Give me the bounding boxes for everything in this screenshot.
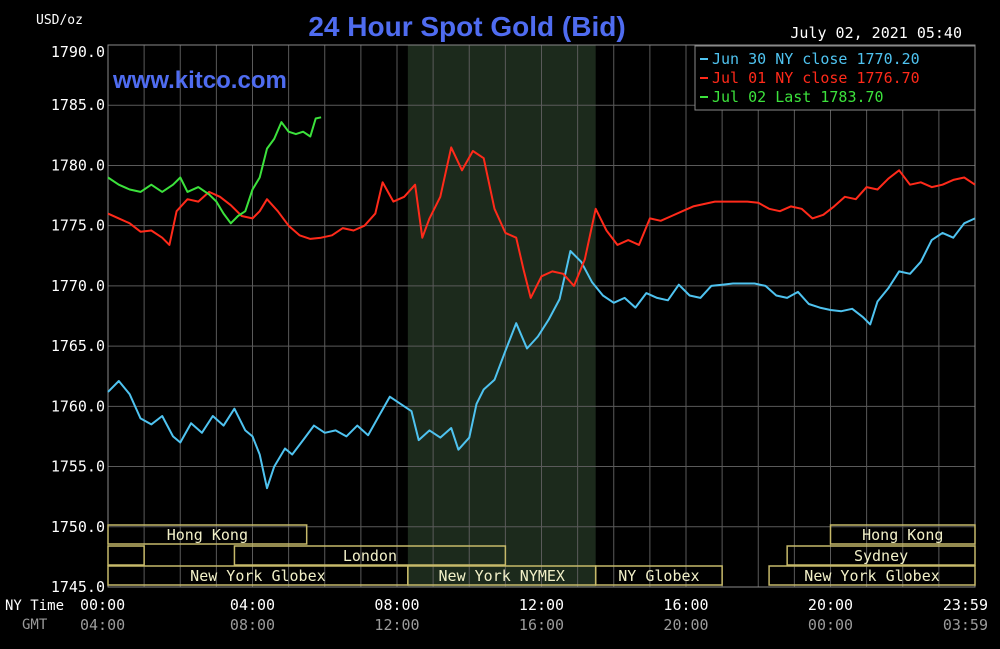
session-label: New York Globex <box>804 567 939 585</box>
x-tick-label-ny: 23:59 <box>943 596 988 614</box>
x-tick-label-gmt: 12:00 <box>374 616 419 634</box>
y-tick-label: 1785.0 <box>51 96 105 114</box>
market-sessions: Hong Kong Hong Kong London Sydney New York G… <box>107 524 976 586</box>
ny-time-row-label: NY Time <box>5 598 64 614</box>
x-tick-label-ny: 12:00 <box>519 596 564 614</box>
y-tick-label: 1770.0 <box>51 277 105 295</box>
x-tick-label-gmt: 04:00 <box>80 616 125 634</box>
session-label: Hong Kong <box>862 526 943 544</box>
y-tick-label: 1745.0 <box>51 578 105 596</box>
series-line <box>107 146 976 299</box>
legend-entry: Jul 02 Last 1783.70 <box>712 88 884 106</box>
session-box <box>594 565 723 586</box>
ny-session-shade <box>407 45 596 587</box>
x-tick-label-ny: 08:00 <box>374 596 419 614</box>
legend-entry: Jun 30 NY close 1770.20 <box>712 50 920 68</box>
session-box <box>107 545 145 566</box>
x-tick-label-ny: 20:00 <box>808 596 853 614</box>
kitco-watermark: www.kitco.com <box>112 67 287 94</box>
session-label: Hong Kong <box>167 526 248 544</box>
y-tick-label: 1760.0 <box>51 397 105 415</box>
session-bar: New York Globex <box>768 565 976 586</box>
y-tick-label: 1765.0 <box>51 337 105 355</box>
session-bar: Hong Kong <box>829 524 976 545</box>
x-tick-label-gmt: 00:00 <box>808 616 853 634</box>
chart-timestamp: July 02, 2021 05:40 <box>790 24 962 42</box>
plot-frame <box>107 44 976 588</box>
chart-title: 24 Hour Spot Gold (Bid) <box>308 11 625 42</box>
session-bar: Sydney <box>786 545 976 566</box>
x-axis-ticks: 00:00 04:00 04:00 08:00 08:00 12:00 12:00 16:00… <box>80 596 988 634</box>
y-tick-label: 1775.0 <box>51 217 105 235</box>
session-label: New York Globex <box>190 567 325 585</box>
session-box <box>829 524 976 545</box>
price-series <box>107 116 976 490</box>
series-line <box>107 217 976 490</box>
y-tick-label: 1750.0 <box>51 518 105 536</box>
x-tick-label-gmt: 20:00 <box>663 616 708 634</box>
grid <box>107 44 976 588</box>
session-label: New York NYMEX <box>439 567 565 585</box>
session-box <box>786 545 976 566</box>
session-bar: Hong Kong <box>107 524 308 545</box>
y-axis-ticks: 1790.0 1785.0 1780.0 1775.0 1770.0 1765.0 1760… <box>51 43 105 596</box>
legend-box <box>694 45 976 111</box>
session-label: Sydney <box>854 547 908 565</box>
series-line <box>107 116 322 225</box>
session-bar <box>107 545 145 566</box>
session-label: NY Globex <box>618 567 699 585</box>
session-bar: NY Globex <box>594 565 723 586</box>
y-tick-label: 1780.0 <box>51 156 105 174</box>
x-tick-label-gmt: 03:59 <box>943 616 988 634</box>
y-tick-label: 1790.0 <box>51 43 105 61</box>
session-box <box>107 524 308 545</box>
x-tick-label-ny: 00:00 <box>80 596 125 614</box>
x-tick-label-ny: 16:00 <box>663 596 708 614</box>
gmt-row-label: GMT <box>22 617 48 633</box>
x-tick-label-gmt: 16:00 <box>519 616 564 634</box>
y-axis-unit-label: USD/oz <box>36 13 83 28</box>
x-tick-label-ny: 04:00 <box>230 596 275 614</box>
session-bar: London <box>233 545 507 566</box>
y-tick-label: 1755.0 <box>51 458 105 476</box>
legend-entry: Jul 01 NY close 1776.70 <box>712 69 920 87</box>
session-box <box>233 545 507 566</box>
x-tick-label-gmt: 08:00 <box>230 616 275 634</box>
session-box <box>768 565 976 586</box>
session-label: London <box>343 547 397 565</box>
